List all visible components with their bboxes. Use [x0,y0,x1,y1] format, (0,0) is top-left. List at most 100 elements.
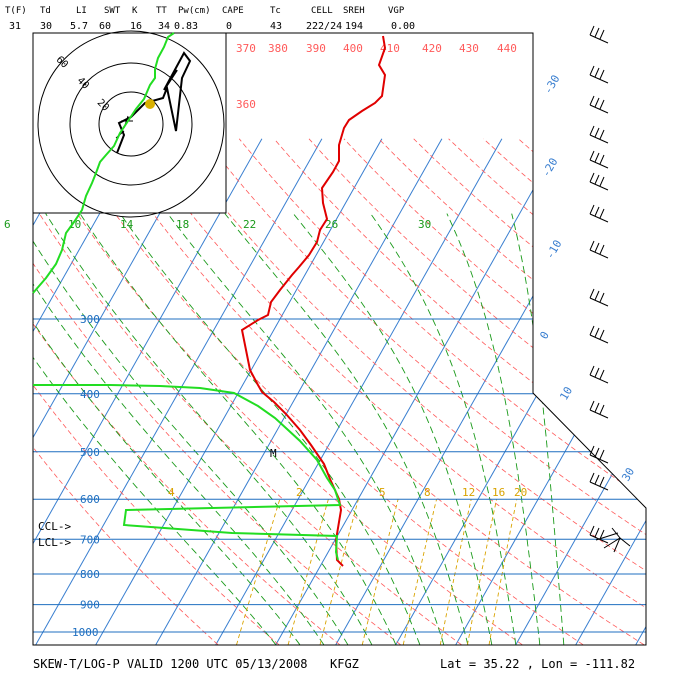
mixing-ratio-label-3: 8 [424,486,431,499]
hodograph-ring-outer [37,30,225,218]
header-value-7: 0 [226,21,232,32]
lcl-label: LCL-> [38,536,71,549]
isotherm--30 [155,138,443,645]
mixing-ratio-label-0: 4 [168,486,175,499]
header-value-0: 31 [9,21,21,32]
moist-adiabat--6 [33,213,301,645]
isotherm--20 [215,138,503,645]
isotherm-label-0: 0 [537,329,552,341]
header-label-5: TT [156,6,167,16]
header-label-8: Tc [270,6,281,16]
dry-adiabat-430 [483,138,646,645]
dry-adiabat-330 [134,138,646,645]
isotherm-label--30: -30 [541,73,562,97]
isobar-label-600: 600 [80,493,100,506]
header-value-3: 60 [99,21,111,32]
hodograph-ring-middle [69,62,193,186]
mixing-ratio-2 [287,499,329,645]
wind-barb-8 [589,288,609,307]
header-value-10: 194 [345,21,363,32]
moist-adiabat-34 [446,213,541,645]
header-value-6: 0.83 [174,21,198,32]
moist-adiabat-26 [292,213,493,645]
isotherm-40 [575,138,646,645]
wind-barb-12 [589,445,609,464]
isotherm-label--10: -10 [543,238,564,262]
theta-e-label-5: 26 [325,218,338,231]
theta-label-5: 420 [422,42,442,55]
temperature-profile [240,35,387,567]
mixing-ratio-8 [402,499,438,645]
header-value-4: 16 [130,21,142,32]
plot-border [32,32,647,646]
mixing-ratio-label-6: 20 [514,486,527,499]
mixing-ratio-20 [488,499,518,645]
header-label-3: SWT [104,6,121,16]
wind-barb-2 [589,95,609,114]
hodograph-ring-inner [98,91,164,157]
dry-adiabat-360 [238,138,646,645]
dewpoint-upper-trace [32,32,175,294]
wind-barb-4 [589,150,609,169]
moist-adiabat-22 [224,213,469,645]
theta-e-label-3: 18 [176,218,189,231]
header-value-5: 34 [158,21,170,32]
theta-e-label-1: 10 [68,218,81,231]
dry-adiabat-310 [64,138,584,645]
theta-label-1: 380 [268,42,288,55]
sounding-profiles [32,32,387,567]
header-label-0: T(F) [5,6,27,16]
wind-barb-10 [589,365,609,384]
wind-barb-3 [589,125,609,144]
header-value-2: 5.7 [70,21,88,32]
dewpoint-profile [33,384,342,561]
theta-e-label-4: 22 [243,218,256,231]
mixing-ratio-1 [236,499,281,645]
dry-adiabat-280 [33,138,401,645]
dry-adiabat-260 [33,138,280,645]
dry-adiabat-440 [518,138,646,645]
isobar-label-1000: 1000 [72,626,99,639]
theta-label-2: 390 [306,42,326,55]
dry-adiabat-300 [33,138,523,645]
isotherm-label-30: 30 [619,466,637,484]
isotherm--70 [33,138,203,645]
dry-adiabat-380 [308,138,646,645]
wind-barb-13 [589,472,609,491]
header-label-7: CAPE [222,6,244,16]
wind-barb-9 [589,325,609,344]
mixing-ratio-12 [439,499,472,645]
mixing-ratio-label-2: 5 [379,486,386,499]
moist-adiabat-6 [45,213,373,645]
wind-barb-5 [589,172,609,191]
moist-adiabat-2 [33,213,349,645]
wind-barbs [589,25,631,553]
isotherm-30 [515,138,646,645]
wind-barb-14 [589,525,609,544]
isotherm--90 [33,138,83,645]
moist-adiabat-38 [511,213,565,645]
mixing-ratio-5 [361,499,399,645]
header-value-9: 222/24 [306,21,342,32]
moist-adiabat-lines [33,213,565,645]
wind-barb-11 [589,400,609,419]
hodograph-trace [116,51,192,154]
plot-area [33,138,646,645]
header-value-1: 30 [40,21,52,32]
isobar-label-700: 700 [80,533,100,546]
header-label-4: K [132,6,138,16]
moist-adiabat--2 [33,213,325,645]
dry-adiabat-340 [169,138,646,645]
header-label-2: LI [76,6,87,16]
isotherm-10 [395,138,646,645]
header-stats: T(F) Td LI SWT K TT Pw(cm) CAPE Tc CELL SREH VGP 31 3… [5,6,415,32]
header-label-11: VGP [388,6,405,16]
isotherm-label--20: -20 [539,156,560,180]
moist-adiabat-18 [167,213,445,645]
m-marker: M [270,447,277,460]
footer-title: SKEW-T/LOG-P VALID 1200 UTC 05/13/2008 [33,657,308,671]
mixing-ratio-label-4: 12 [462,486,475,499]
dry-adiabat-400 [378,138,646,645]
moist-adiabat-14 [119,213,421,645]
theta-label-8: 360 [236,98,256,111]
